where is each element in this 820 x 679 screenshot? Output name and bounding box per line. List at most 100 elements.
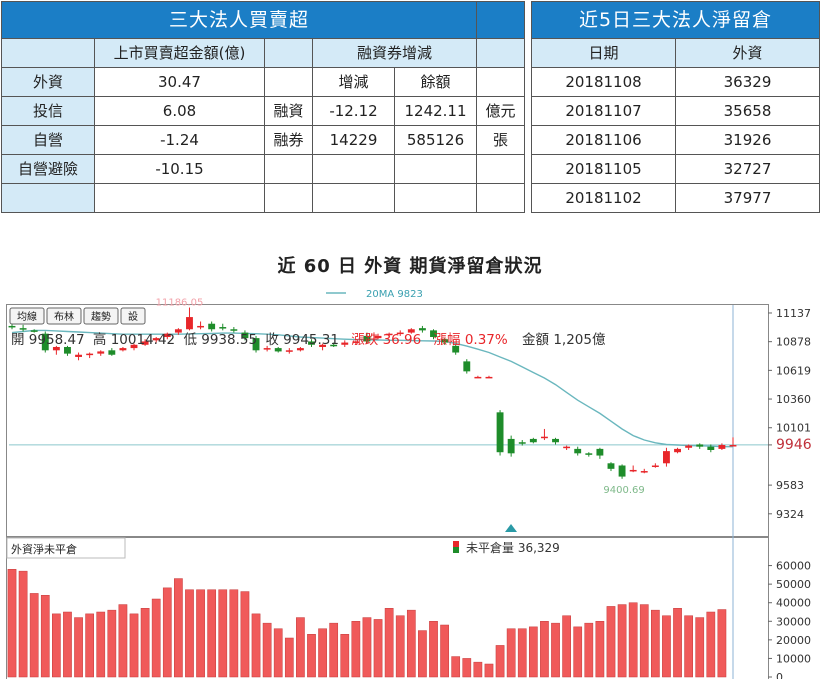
volume-bar — [74, 617, 83, 678]
volume-bar — [151, 598, 161, 678]
volume-label-box — [6, 537, 126, 559]
min-price-marker: 9400.69 — [603, 485, 644, 496]
date-cell: 20181102 — [531, 183, 676, 213]
ma-legend-label: 20MA 9823 — [366, 289, 423, 300]
price-tick-label: 10360 — [776, 393, 811, 406]
candle-body — [474, 376, 482, 379]
amount-cell — [94, 183, 265, 213]
value-cell: 36329 — [675, 67, 820, 97]
settings-button[interactable]: 設 — [120, 307, 146, 325]
date-cell: 20181105 — [531, 154, 676, 184]
volume-bar — [307, 634, 316, 678]
volume-bar — [384, 608, 394, 678]
volume-bar — [406, 609, 416, 678]
date-cell: 20181107 — [531, 96, 676, 126]
price-tick-label: 10878 — [776, 336, 811, 349]
volume-tick-label: 50000 — [776, 578, 811, 591]
candle-body — [374, 335, 382, 339]
margin-change-cell — [312, 183, 395, 213]
volume-bar — [296, 617, 305, 678]
col-margin-header: 融資券增減 — [312, 38, 477, 68]
pct-label: 漲幅 — [434, 332, 461, 348]
candle-body — [208, 323, 216, 330]
candle-body — [441, 339, 449, 343]
volume-bar — [717, 609, 727, 678]
ma-button[interactable]: 均線 — [9, 307, 45, 325]
candle-body — [574, 448, 582, 454]
candle-body — [640, 471, 648, 473]
svg-text:布林: 布林 — [54, 310, 74, 323]
volume-bar — [473, 661, 483, 678]
open-label: 開 — [11, 332, 25, 348]
table-row: 20181108 36329 — [531, 67, 820, 97]
table-row: 20181105 32727 — [531, 154, 820, 184]
volume-bar — [140, 608, 150, 678]
volume-tick-label: 0 — [776, 671, 783, 679]
volume-bar — [118, 604, 128, 678]
candle-body — [685, 445, 693, 448]
candle-body — [97, 351, 105, 354]
chart-toolbar: 均線 布林 趨勢 設 — [9, 307, 146, 325]
candle-body — [430, 330, 437, 338]
price-tick-label: 9583 — [776, 479, 804, 492]
candle-body — [219, 327, 227, 329]
amount-label: 金額 — [522, 332, 549, 348]
candle-body — [585, 453, 593, 455]
bollinger-button[interactable]: 布林 — [46, 307, 82, 325]
volume-bar — [528, 626, 538, 678]
candle-body — [485, 376, 493, 379]
change-value: 36.96 — [383, 332, 422, 348]
volume-bar — [251, 613, 261, 678]
candle-body — [263, 348, 271, 350]
candle-body — [19, 328, 27, 330]
table-row: 20181107 35658 — [531, 96, 820, 126]
trend-button[interactable]: 趨勢 — [83, 307, 119, 325]
amount-cell: 30.47 — [94, 67, 265, 97]
candle-body — [241, 332, 249, 339]
volume-tick-label: 40000 — [776, 597, 811, 610]
volume-bar — [362, 617, 372, 678]
volume-bar — [240, 591, 250, 678]
amount-cell: -10.15 — [94, 154, 265, 184]
candle-body — [507, 438, 515, 454]
volume-legend: 未平倉量 36,329 — [466, 540, 560, 555]
amount-cell: 6.08 — [94, 96, 265, 126]
high-value: 10014.42 — [111, 332, 175, 348]
candle-body — [418, 328, 426, 331]
price-panel — [6, 304, 769, 537]
volume-tick-label: 20000 — [776, 634, 811, 647]
margin-balance-cell — [394, 154, 477, 184]
volume-bar — [63, 611, 72, 678]
table-row: 投信 6.08 融資 -12.12 1242.11 億元 — [1, 96, 525, 126]
volume-bar — [351, 621, 361, 678]
volume-bar — [418, 630, 427, 678]
table-row — [1, 183, 525, 213]
volume-bar — [562, 615, 571, 678]
col-date-header: 日期 — [531, 38, 676, 68]
margin-change-header: 增減 — [312, 67, 395, 97]
volume-bar — [373, 619, 383, 678]
svg-text:均線: 均線 — [17, 310, 37, 323]
institutional-table-title: 三大法人買賣超 — [1, 1, 477, 39]
volume-bar — [318, 628, 327, 678]
candle-body — [75, 354, 82, 357]
margin-change-cell: -12.12 — [312, 96, 395, 126]
margin-balance-cell: 585126 — [394, 125, 477, 155]
volume-legend-swatch-up — [453, 541, 459, 547]
volume-bar — [207, 589, 217, 678]
candle-body — [629, 469, 637, 472]
net-position-table: 近5日三大法人淨留倉 日期 外資 20181108 36329 20181107… — [531, 1, 820, 213]
volume-bar — [650, 609, 660, 678]
candle-body — [252, 338, 260, 351]
row-label: 自營 — [1, 125, 95, 155]
volume-bar — [273, 628, 283, 678]
candle-body — [8, 325, 16, 328]
candle-body — [108, 350, 116, 355]
row-label: 投信 — [1, 96, 95, 126]
volume-bar — [107, 609, 117, 678]
volume-bar — [96, 611, 106, 678]
margin-label-cell: 融券 — [264, 125, 313, 155]
price-tick-label: 10619 — [776, 364, 811, 377]
volume-bar — [506, 628, 516, 678]
volume-bar — [462, 658, 472, 678]
